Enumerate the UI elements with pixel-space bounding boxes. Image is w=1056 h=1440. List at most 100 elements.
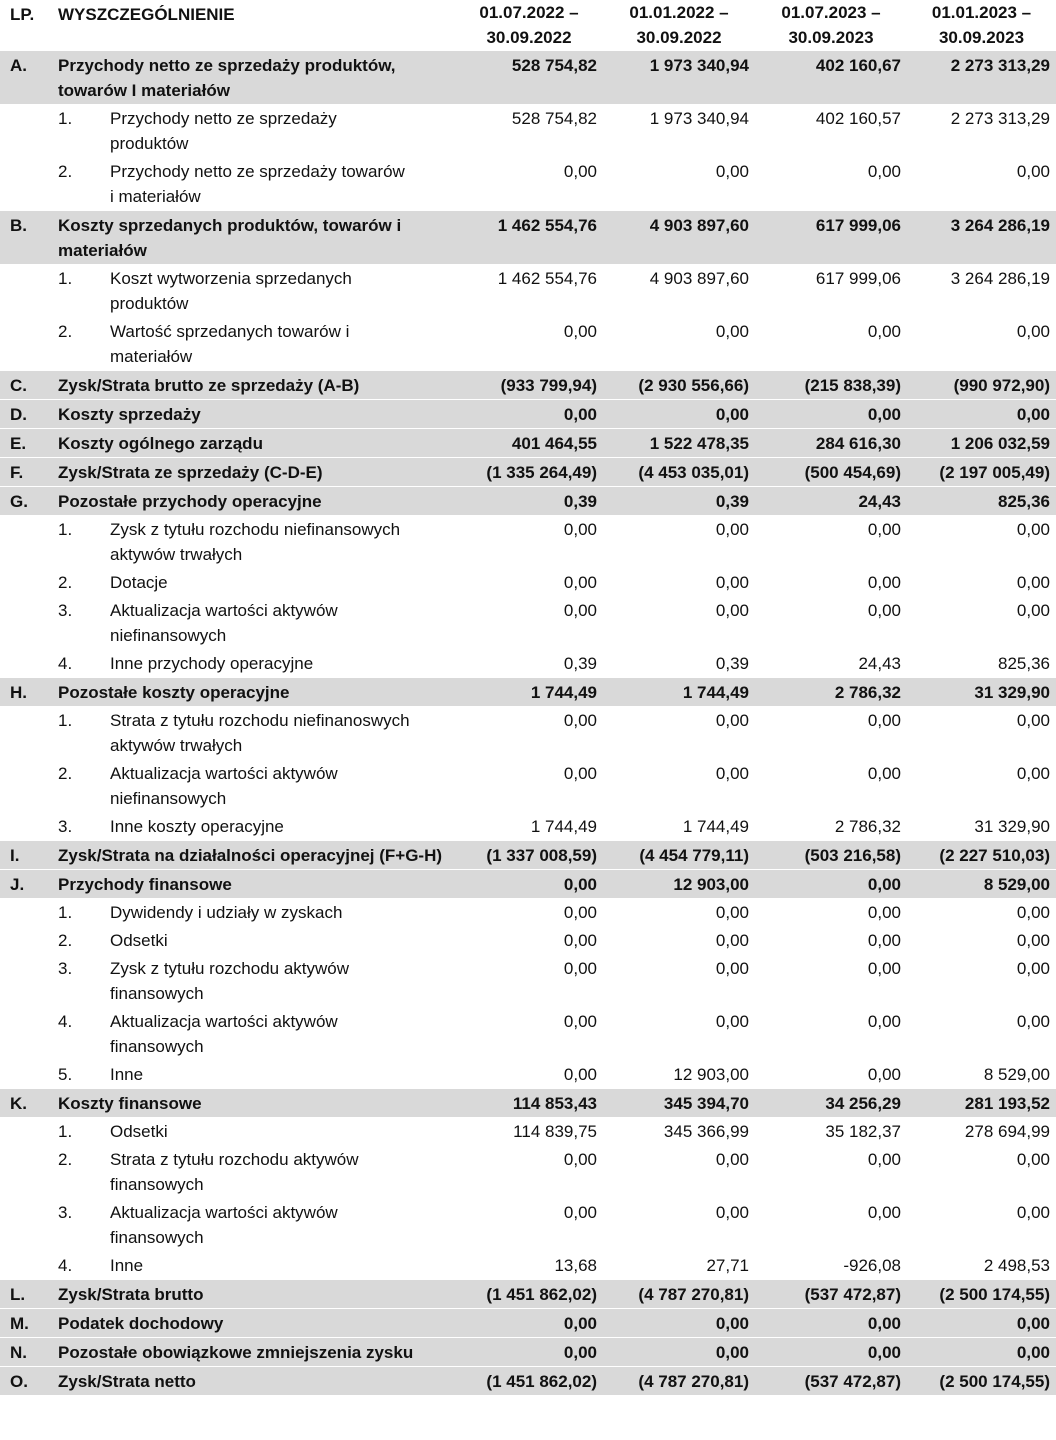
row-value: 35 182,37 (825, 1121, 901, 1141)
row-value: 0,00 (867, 519, 901, 539)
item-number: 2. (58, 321, 73, 341)
item-row: 3. Aktualizacja wartości aktywów finansow… (0, 1198, 1056, 1251)
item-row: 2. Aktualizacja wartości aktywów niefinan… (0, 759, 1056, 812)
row-value: 345 366,99 (663, 1121, 749, 1141)
row-value: 0,39 (455, 486, 603, 515)
row-value: 0,00 (563, 321, 597, 341)
row-value: 345 394,70 (603, 1088, 755, 1117)
row-value: 0,00 (867, 902, 901, 922)
row-label: Aktualizacja wartości aktywów finansowyc… (110, 1202, 338, 1247)
item-number: 1. (58, 268, 73, 288)
row-value: 1 462 554,76 (455, 210, 603, 264)
row-value: 31 329,90 (907, 677, 1056, 706)
row-value: 0,00 (867, 763, 901, 783)
section-row: K. Koszty finansowe 114 853,43 345 394,70 34… (0, 1088, 1056, 1117)
row-label: Inne (110, 1064, 144, 1084)
row-lp (0, 596, 58, 649)
row-label: Zysk/Strata na działalności operacyjnej … (58, 840, 455, 870)
row-value: 2 786,32 (834, 816, 901, 836)
item-number: 3. (58, 600, 73, 620)
row-value: 0,00 (715, 321, 749, 341)
row-value: 0,00 (563, 161, 597, 181)
row-label-cell: 1. Dywidendy i udziały w zyskach (58, 898, 455, 926)
row-value: (933 799,94) (455, 370, 603, 400)
row-value: 617 999,06 (815, 268, 901, 288)
sub-item: 1. Odsetki (58, 1119, 449, 1144)
section-row: G. Pozostałe przychody operacyjne 0,39 0,39… (0, 486, 1056, 515)
row-value: 0,00 (563, 1011, 597, 1031)
row-value: 0,00 (755, 869, 907, 898)
row-label: Pozostałe obowiązkowe zmniejszenia zysku (58, 1337, 455, 1367)
row-label: Pozostałe koszty operacyjne (58, 677, 455, 706)
row-value: 0,00 (715, 1202, 749, 1222)
row-label: Inne przychody operacyjne (110, 653, 314, 673)
row-lp: J. (0, 869, 58, 898)
row-value: 0,00 (563, 1202, 597, 1222)
row-value: 0,00 (563, 710, 597, 730)
row-value: 1 462 554,76 (497, 268, 597, 288)
row-label: Zysk z tytułu rozchodu aktywów finansowy… (110, 958, 350, 1003)
row-value: 0,00 (715, 600, 749, 620)
row-lp: A. (0, 50, 58, 104)
row-value: 0,00 (1016, 710, 1050, 730)
row-value: 0,00 (603, 1337, 755, 1367)
item-number: 4. (58, 1011, 73, 1031)
row-label: Aktualizacja wartości aktywów niefinanso… (110, 763, 338, 808)
sub-item: 1. Zysk z tytułu rozchodu niefinansowych … (58, 517, 449, 567)
item-number: 2. (58, 1149, 73, 1169)
row-value: 0,00 (563, 902, 597, 922)
row-value: 1 973 340,94 (603, 50, 755, 104)
sub-item: 1. Przychody netto ze sprzedaży produktów (58, 106, 449, 156)
row-value: (2 197 005,49) (907, 457, 1056, 487)
section-row: A. Przychody netto ze sprzedaży produktów… (0, 50, 1056, 104)
row-lp (0, 264, 58, 317)
row-lp: G. (0, 486, 58, 515)
row-value: 0,00 (715, 572, 749, 592)
row-label-cell: 1. Przychody netto ze sprzedaży produktów (58, 104, 455, 157)
row-value: 0,00 (715, 930, 749, 950)
row-value: 2 273 313,29 (907, 50, 1056, 104)
row-value: (1 337 008,59) (455, 840, 603, 870)
item-number: 2. (58, 763, 73, 783)
row-label: Przychody netto ze sprzedaży towarów i m… (110, 161, 405, 206)
item-row: 3. Zysk z tytułu rozchodu aktywów finanso… (0, 954, 1056, 1007)
row-label-cell: 2. Wartość sprzedanych towarów i materiał… (58, 317, 455, 371)
row-value: 24,43 (858, 653, 901, 673)
row-value: 0,00 (563, 572, 597, 592)
row-label: Inne koszty operacyjne (110, 816, 284, 836)
row-value: (4 454 779,11) (603, 840, 755, 870)
row-value: 0,00 (907, 1308, 1056, 1338)
header-column: 01.01.2023 – 30.09.2023 (931, 3, 1032, 47)
row-value: 0,00 (1016, 902, 1050, 922)
row-label: Podatek dochodowy (58, 1308, 455, 1338)
row-label: Koszty sprzedanych produktów, towarów i … (58, 210, 455, 264)
row-value: 2 273 313,29 (950, 108, 1050, 128)
row-lp: L. (0, 1279, 58, 1309)
row-label: Zysk/Strata ze sprzedaży (C-D-E) (58, 457, 455, 487)
sub-item: 4. Inne przychody operacyjne (58, 651, 449, 676)
section-row: E. Koszty ogólnego zarządu 401 464,55 1 522… (0, 428, 1056, 458)
item-row: 1. Dywidendy i udziały w zyskach 0,00 0,00 0… (0, 898, 1056, 926)
row-value: 3 264 286,19 (907, 210, 1056, 264)
row-label: Dotacje (110, 572, 168, 592)
section-row: C. Zysk/Strata brutto ze sprzedaży (A-B)(… (0, 370, 1056, 400)
row-lp (0, 926, 58, 954)
row-value: 402 160,67 (755, 50, 907, 104)
row-value: 4 903 897,60 (603, 210, 755, 264)
row-value: (4 453 035,01) (603, 457, 755, 487)
row-value: 0,00 (1016, 1011, 1050, 1031)
row-value: 528 754,82 (455, 50, 603, 104)
row-value: 0,39 (715, 653, 749, 673)
row-value: 0,00 (715, 519, 749, 539)
row-value: 0,00 (867, 161, 901, 181)
row-label: Zysk/Strata brutto ze sprzedaży (A-B) (58, 370, 455, 400)
row-lp (0, 954, 58, 1007)
sub-item: 3. Aktualizacja wartości aktywów finansow… (58, 1200, 449, 1250)
row-value: 4 903 897,60 (649, 268, 749, 288)
row-value: 0,00 (1016, 572, 1050, 592)
row-value: 27,71 (706, 1255, 749, 1275)
row-value: 1 744,49 (682, 816, 749, 836)
item-number: 5. (58, 1064, 73, 1084)
row-lp (0, 157, 58, 211)
row-lp: E. (0, 428, 58, 458)
